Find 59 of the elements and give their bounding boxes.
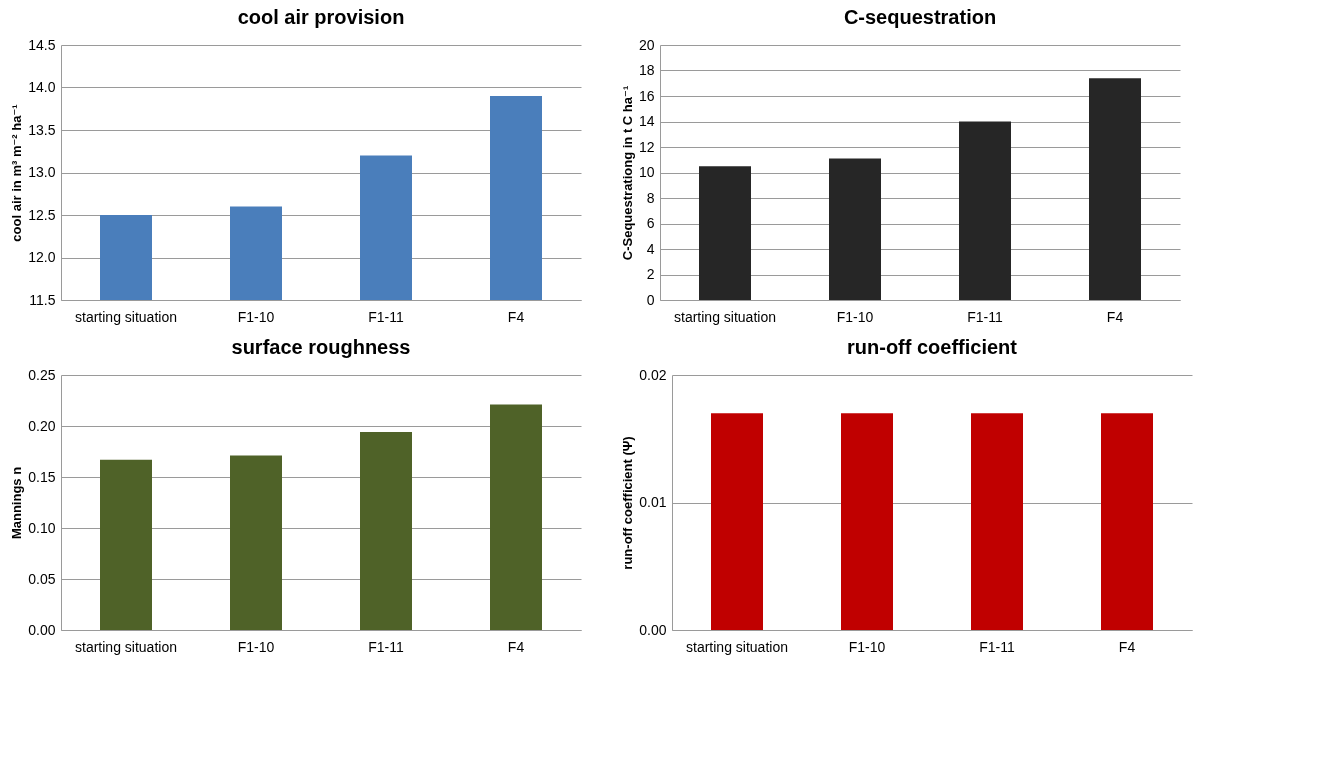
x-tick-label: F1-10 bbox=[237, 638, 275, 655]
x-tick-label: F1-11 bbox=[368, 308, 404, 325]
bar bbox=[360, 432, 412, 630]
bar bbox=[959, 121, 1011, 300]
y-tick-label: 20 bbox=[638, 36, 655, 53]
y-tick-label: 0.01 bbox=[639, 494, 667, 510]
x-tick-label: starting situation bbox=[75, 638, 177, 655]
x-tick-label: F4 bbox=[1118, 638, 1136, 655]
y-tick-label: 0.10 bbox=[28, 519, 56, 536]
y-tick-label: 12.5 bbox=[28, 206, 56, 223]
chart-title: surface roughness bbox=[231, 336, 411, 358]
y-tick-label: 0.05 bbox=[28, 570, 56, 587]
y-tick-label: 6 bbox=[646, 215, 655, 231]
y-tick-label: 14 bbox=[638, 113, 655, 129]
x-tick-label: F1-11 bbox=[368, 638, 404, 655]
x-tick-label: F4 bbox=[1106, 308, 1124, 325]
bar bbox=[829, 158, 881, 300]
x-tick-label: F1-10 bbox=[836, 308, 874, 325]
x-tick-label: starting situation bbox=[674, 308, 776, 325]
y-tick-label: 2 bbox=[646, 266, 655, 282]
y-axis-title: cool air in m³ m⁻² ha⁻¹ bbox=[9, 104, 25, 242]
chart-title: run-off coefficient bbox=[847, 336, 1018, 358]
y-tick-label: 13.5 bbox=[28, 121, 56, 138]
y-axis-title: C-Sequestrationg in t C ha⁻¹ bbox=[619, 85, 635, 261]
y-tick-label: 12 bbox=[638, 138, 655, 155]
y-axis-title: run-off coefficient (Ψ) bbox=[620, 436, 636, 570]
bar bbox=[1089, 78, 1141, 300]
bar bbox=[100, 459, 152, 630]
y-tick-label: 11.5 bbox=[29, 291, 56, 308]
x-tick-label: F4 bbox=[507, 638, 525, 655]
y-tick-label: 12.0 bbox=[28, 249, 56, 265]
y-tick-label: 10 bbox=[638, 164, 655, 180]
y-tick-label: 16 bbox=[638, 87, 655, 104]
bar bbox=[230, 455, 282, 630]
y-tick-label: 4 bbox=[646, 240, 655, 257]
y-tick-label: 18 bbox=[638, 62, 655, 78]
y-axis-title: Mannings n bbox=[9, 466, 25, 540]
y-tick-label: 0.25 bbox=[28, 366, 56, 383]
y-tick-label: 0.00 bbox=[28, 621, 56, 638]
x-tick-label: F1-11 bbox=[979, 638, 1015, 655]
x-tick-label: F4 bbox=[507, 308, 525, 325]
x-tick-label: F1-10 bbox=[848, 638, 886, 655]
chart-title: cool air provision bbox=[237, 6, 405, 28]
bar bbox=[699, 166, 751, 300]
y-tick-label: 14.5 bbox=[28, 36, 56, 53]
x-tick-label: F1-11 bbox=[967, 308, 1003, 325]
y-tick-label: 0 bbox=[646, 291, 655, 308]
y-tick-label: 0.00 bbox=[639, 621, 667, 638]
y-tick-label: 14.0 bbox=[28, 79, 56, 95]
y-tick-label: 13.0 bbox=[28, 164, 56, 180]
x-tick-label: starting situation bbox=[686, 638, 788, 655]
y-tick-label: 0.15 bbox=[28, 468, 56, 485]
x-tick-label: F1-10 bbox=[237, 308, 275, 325]
x-tick-label: starting situation bbox=[75, 308, 177, 325]
bar bbox=[490, 404, 542, 630]
y-tick-label: 0.02 bbox=[639, 366, 667, 383]
chart-title: C-sequestration bbox=[843, 6, 997, 28]
y-tick-label: 8 bbox=[646, 189, 655, 206]
y-tick-label: 0.20 bbox=[28, 417, 56, 434]
